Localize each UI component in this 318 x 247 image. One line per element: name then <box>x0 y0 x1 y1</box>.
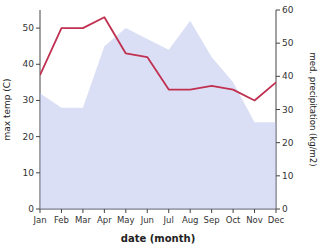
y2-tick-label: 30 <box>282 105 294 115</box>
y2-axis: 0 10 20 30 40 50 60 <box>276 5 294 214</box>
precipitation-area <box>40 21 276 209</box>
y-tick-label: 0 <box>28 204 34 214</box>
x-tick-label: Jul <box>163 215 174 225</box>
y-tick <box>36 64 40 65</box>
x-tick-label: Aug <box>182 215 199 225</box>
x-tick <box>190 209 191 213</box>
y-tick-label: 10 <box>23 168 35 178</box>
x-tick-label: Dec <box>268 215 285 225</box>
y2-tick-label: 20 <box>282 138 294 148</box>
y-tick <box>36 209 40 210</box>
x-tick-label: Jan <box>32 215 46 225</box>
y-tick <box>36 100 40 101</box>
x-tick-label: Oct <box>226 215 241 225</box>
y2-tick <box>276 109 280 110</box>
y2-tick <box>276 76 280 77</box>
y2-tick-label: 60 <box>282 5 294 15</box>
y-tick <box>36 172 40 173</box>
x-axis-title: date (month) <box>121 233 195 244</box>
x-tick-label: Jun <box>140 215 154 225</box>
y-tick-label: 40 <box>23 59 35 69</box>
y2-tick <box>276 175 280 176</box>
plot-area <box>40 17 276 209</box>
x-tick-label: May <box>117 215 135 225</box>
x-tick-label: Sep <box>204 215 220 225</box>
y-tick-label: 20 <box>23 132 35 142</box>
x-tick <box>61 209 62 213</box>
y-axis-title: max temp (C) <box>2 78 12 140</box>
x-tick <box>104 209 105 213</box>
y2-tick <box>276 209 280 210</box>
y2-tick-label: 50 <box>282 38 294 48</box>
y-axis: 0 10 20 30 40 50 <box>23 10 40 214</box>
y2-tick <box>276 10 280 11</box>
x-tick <box>211 209 212 213</box>
chart-svg: 0 10 20 30 40 50 max temp (C) 0 10 20 30 40 50 60 med.… <box>0 0 318 247</box>
x-tick-label: Apr <box>97 215 112 225</box>
y2-tick-label: 0 <box>282 204 288 214</box>
y2-tick-label: 10 <box>282 171 294 181</box>
y-tick-label: 50 <box>23 23 35 33</box>
x-tick <box>125 209 126 213</box>
chart-container: 0 10 20 30 40 50 max temp (C) 0 10 20 30 40 50 60 med.… <box>0 0 318 247</box>
x-tick <box>233 209 234 213</box>
x-tick-label: Nov <box>246 215 263 225</box>
y2-tick <box>276 142 280 143</box>
x-tick-label: Feb <box>54 215 69 225</box>
temperature-line <box>40 17 276 100</box>
x-tick <box>276 209 277 213</box>
x-tick <box>40 209 41 213</box>
y2-axis-title: med. precipitation (kg/m2) <box>308 52 318 166</box>
y2-tick <box>276 43 280 44</box>
x-tick <box>254 209 255 213</box>
x-tick <box>82 209 83 213</box>
x-axis: Jan Feb Mar Apr May Jun Jul Aug Sep Oct Nov Dec <box>32 209 284 225</box>
y-tick-label: 30 <box>23 95 35 105</box>
y2-tick-label: 40 <box>282 71 294 81</box>
x-tick-label: Mar <box>75 215 92 225</box>
x-tick <box>168 209 169 213</box>
x-tick <box>147 209 148 213</box>
y-tick <box>36 28 40 29</box>
y-tick <box>36 136 40 137</box>
